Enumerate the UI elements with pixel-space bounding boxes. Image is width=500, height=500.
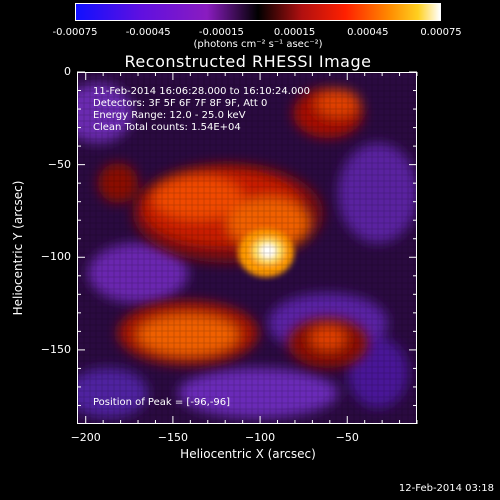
colorbar-tick-label: -0.00075 (52, 27, 98, 38)
x-tick-label: −100 (244, 431, 276, 444)
annotation-method: Clean Total counts: 1.54E+04 (93, 122, 241, 133)
plot-area: 11-Feb-2014 16:06:28.000 to 16:10:24.000… (77, 72, 417, 424)
colorbar-tick-label: 0.00015 (273, 27, 316, 38)
annotation-energy: Energy Range: 12.0 - 25.0 keV (93, 110, 246, 121)
colorbar-tick-label: 0.00045 (347, 27, 389, 38)
x-tick-label: −200 (70, 431, 101, 444)
x-tick-label: −150 (157, 431, 188, 444)
y-tick-label: −100 (40, 250, 71, 264)
colorbar (75, 3, 441, 21)
annotation-peak-position: Position of Peak = [-96,-96] (93, 397, 231, 408)
x-axis-label: Heliocentric X (arcsec) (180, 447, 316, 461)
colorbar-units-label: (photons cm⁻² s⁻¹ asec⁻²) (193, 39, 323, 50)
annotation-detectors: Detectors: 3F 5F 6F 7F 8F 9F, Att 0 (93, 98, 268, 109)
colorbar-tick-label: 0.00075 (420, 27, 462, 38)
colorbar-gradient (76, 4, 440, 20)
y-tick-label: −50 (47, 157, 71, 171)
y-tick-label: 0 (64, 65, 71, 78)
x-tick-label: −50 (335, 431, 359, 444)
colorbar-tick-label: -0.00015 (198, 27, 244, 38)
y-axis-label: Heliocentric Y (arcsec) (11, 180, 25, 316)
annotation-time-range: 11-Feb-2014 16:06:28.000 to 16:10:24.000 (93, 86, 311, 97)
chart-title: Reconstructed RHESSI Image (124, 52, 372, 71)
y-tick-label: −150 (40, 342, 71, 356)
colorbar-tick-label: -0.00045 (125, 27, 171, 38)
heatmap-image (78, 73, 416, 423)
footer-timestamp: 12-Feb-2014 03:18 (398, 483, 494, 494)
